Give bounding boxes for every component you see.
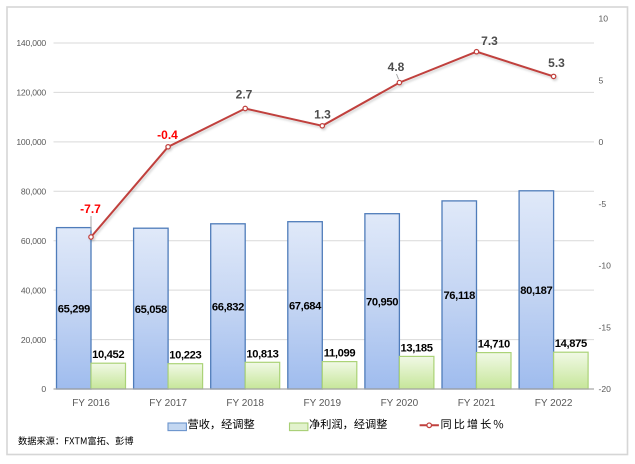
svg-text:10,223: 10,223: [169, 350, 201, 362]
svg-text:-15: -15: [599, 322, 612, 332]
svg-text:-7.7: -7.7: [80, 202, 101, 216]
svg-text:0: 0: [41, 384, 46, 394]
svg-text:120,000: 120,000: [16, 88, 46, 98]
svg-text:0: 0: [599, 137, 604, 147]
svg-text:20,000: 20,000: [21, 335, 47, 345]
svg-text:65,299: 65,299: [58, 304, 90, 316]
svg-text:60,000: 60,000: [21, 236, 47, 246]
svg-text:11,099: 11,099: [324, 348, 356, 360]
svg-text:65,058: 65,058: [135, 304, 167, 316]
svg-text:66,832: 66,832: [212, 302, 244, 314]
svg-text:FY 2022: FY 2022: [535, 398, 573, 409]
svg-text:FY 2019: FY 2019: [303, 398, 341, 409]
svg-text:-0.4: -0.4: [157, 128, 178, 142]
svg-text:14,710: 14,710: [478, 339, 510, 351]
svg-text:7.3: 7.3: [481, 34, 498, 48]
svg-text:FY 2020: FY 2020: [381, 398, 419, 409]
svg-text:FY 2021: FY 2021: [458, 398, 496, 409]
svg-text:-10: -10: [599, 261, 612, 271]
svg-text:-20: -20: [599, 384, 612, 394]
svg-text:2.7: 2.7: [236, 88, 253, 102]
svg-text:14,875: 14,875: [555, 338, 587, 350]
svg-text:FY 2016: FY 2016: [72, 398, 110, 409]
svg-text:5.3: 5.3: [548, 56, 565, 70]
svg-text:5: 5: [599, 75, 604, 85]
svg-text:10: 10: [599, 14, 609, 24]
svg-text:1.3: 1.3: [314, 108, 331, 122]
svg-text:100,000: 100,000: [16, 137, 46, 147]
svg-text:10,452: 10,452: [92, 349, 124, 361]
svg-text:-5: -5: [599, 199, 607, 209]
svg-text:10,813: 10,813: [246, 348, 278, 360]
svg-text:80,000: 80,000: [21, 187, 47, 197]
svg-text:4.8: 4.8: [388, 60, 405, 74]
svg-text:FY 2018: FY 2018: [226, 398, 264, 409]
svg-text:FY 2017: FY 2017: [149, 398, 187, 409]
svg-text:76,118: 76,118: [443, 290, 475, 302]
svg-text:67,684: 67,684: [289, 301, 322, 313]
svg-text:70,950: 70,950: [366, 297, 398, 309]
svg-text:140,000: 140,000: [16, 38, 46, 48]
svg-text:13,185: 13,185: [401, 342, 433, 354]
svg-text:80,187: 80,187: [520, 285, 552, 297]
svg-text:40,000: 40,000: [21, 285, 47, 295]
